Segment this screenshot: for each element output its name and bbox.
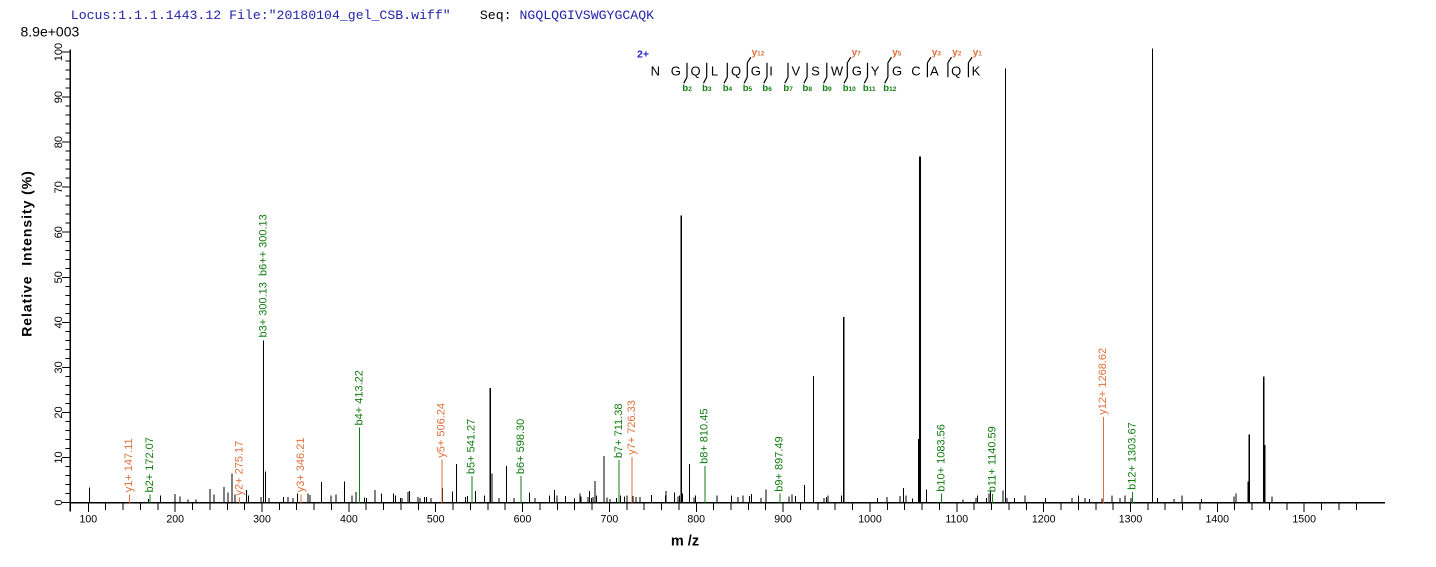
svg-text:800: 800 xyxy=(687,513,705,525)
svg-text:b8: b8 xyxy=(803,83,813,94)
svg-text:b3: b3 xyxy=(702,83,712,94)
svg-text:b11: b11 xyxy=(863,83,876,94)
svg-text:90: 90 xyxy=(53,91,65,103)
svg-text:b3+ 300.13 b6++ 300.13: b3+ 300.13 b6++ 300.13 xyxy=(257,214,269,337)
svg-text:b2: b2 xyxy=(682,83,692,94)
svg-text:200: 200 xyxy=(166,513,184,525)
svg-text:Seq:: Seq: xyxy=(480,8,512,23)
svg-text:G: G xyxy=(671,63,681,78)
svg-text:1400: 1400 xyxy=(1206,513,1230,525)
svg-text:600: 600 xyxy=(514,513,532,525)
svg-text:60: 60 xyxy=(53,226,65,238)
svg-text:b8+ 810.45: b8+ 810.45 xyxy=(699,409,711,464)
svg-text:1300: 1300 xyxy=(1119,513,1143,525)
svg-text:b11+ 1140.59: b11+ 1140.59 xyxy=(986,426,998,492)
svg-text:Y: Y xyxy=(871,63,880,78)
svg-text:b6: b6 xyxy=(762,83,772,94)
svg-text:C: C xyxy=(911,63,920,78)
svg-text:500: 500 xyxy=(427,513,445,525)
svg-text:b5+ 541.27: b5+ 541.27 xyxy=(466,419,478,474)
svg-text:70: 70 xyxy=(53,181,65,193)
svg-text:y12: y12 xyxy=(752,47,765,58)
svg-text:20: 20 xyxy=(53,406,65,418)
svg-text:b6+ 598.30: b6+ 598.30 xyxy=(515,419,527,474)
svg-text:y3: y3 xyxy=(932,47,942,58)
svg-text:y1: y1 xyxy=(973,47,983,58)
svg-text:y1+ 147.11: y1+ 147.11 xyxy=(123,438,135,492)
svg-text:b4: b4 xyxy=(723,83,733,94)
svg-text:K: K xyxy=(972,63,981,78)
svg-text:y7: y7 xyxy=(852,47,862,58)
svg-text:100: 100 xyxy=(79,513,97,525)
svg-text:0: 0 xyxy=(53,500,65,506)
svg-text:8.9e+003: 8.9e+003 xyxy=(21,23,80,39)
svg-text:b10+ 1083.56: b10+ 1083.56 xyxy=(936,424,948,492)
svg-text:b7+ 711.38: b7+ 711.38 xyxy=(613,404,625,459)
svg-text:y3+ 346.21: y3+ 346.21 xyxy=(295,438,307,493)
svg-text:80: 80 xyxy=(53,136,65,148)
svg-text:S: S xyxy=(811,63,820,78)
svg-text:Q: Q xyxy=(731,63,741,78)
svg-text:b4+ 413.22: b4+ 413.22 xyxy=(353,370,365,425)
svg-text:400: 400 xyxy=(340,513,358,525)
svg-text:G: G xyxy=(751,63,761,78)
svg-text:b9: b9 xyxy=(822,83,832,94)
svg-text:y2+ 275.17: y2+ 275.17 xyxy=(233,441,245,496)
svg-text:y2: y2 xyxy=(952,47,962,58)
svg-text:Q: Q xyxy=(690,63,700,78)
svg-text:Q: Q xyxy=(951,63,961,78)
svg-text:y12+ 1268.62: y12+ 1268.62 xyxy=(1097,348,1109,415)
svg-text:100: 100 xyxy=(53,43,65,61)
svg-text:Relative Intensity (%): Relative Intensity (%) xyxy=(19,170,35,337)
svg-text:b9+ 897.49: b9+ 897.49 xyxy=(774,436,786,491)
svg-text:I: I xyxy=(769,63,773,78)
svg-text:y5+ 506.24: y5+ 506.24 xyxy=(436,403,448,458)
svg-text:900: 900 xyxy=(774,513,792,525)
svg-text:m /z: m /z xyxy=(671,534,699,550)
svg-text:y7+ 726.33: y7+ 726.33 xyxy=(626,400,638,455)
svg-text:L: L xyxy=(711,63,718,78)
svg-text:A: A xyxy=(930,63,939,78)
svg-text:b7: b7 xyxy=(783,83,793,94)
svg-text:y5: y5 xyxy=(892,47,902,58)
svg-text:b2+ 172.07: b2+ 172.07 xyxy=(144,437,156,492)
svg-text:N: N xyxy=(651,63,660,78)
svg-text:30: 30 xyxy=(53,361,65,373)
svg-text:1000: 1000 xyxy=(858,513,882,525)
svg-text:700: 700 xyxy=(601,513,619,525)
svg-text:b12+ 1303.67: b12+ 1303.67 xyxy=(1126,422,1138,490)
svg-text:50: 50 xyxy=(53,271,65,283)
svg-text:1100: 1100 xyxy=(945,513,968,525)
svg-text:2+: 2+ xyxy=(637,48,649,60)
svg-text:300: 300 xyxy=(253,513,271,525)
svg-text:G: G xyxy=(892,63,902,78)
svg-text:b10: b10 xyxy=(843,83,856,94)
svg-text:NGQLQGIVSWGYGCAQK: NGQLQGIVSWGYGCAQK xyxy=(520,8,655,23)
svg-text:V: V xyxy=(791,63,800,78)
svg-text:1500: 1500 xyxy=(1292,513,1316,525)
svg-text:10: 10 xyxy=(53,451,65,463)
svg-text:b12: b12 xyxy=(883,83,896,94)
svg-text:40: 40 xyxy=(53,316,65,328)
svg-text:Locus:1.1.1.1443.12 File:"2018: Locus:1.1.1.1443.12 File:"20180104_gel_C… xyxy=(71,8,451,23)
svg-text:1200: 1200 xyxy=(1032,513,1056,525)
svg-text:b5: b5 xyxy=(743,83,753,94)
svg-text:G: G xyxy=(852,63,862,78)
svg-text:W: W xyxy=(831,63,844,78)
